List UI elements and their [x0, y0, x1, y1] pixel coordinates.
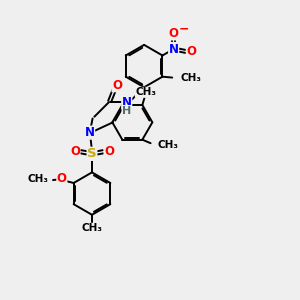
Text: O: O [104, 145, 114, 158]
Text: N: N [85, 126, 94, 139]
Text: CH₃: CH₃ [180, 73, 201, 83]
Text: CH₃: CH₃ [28, 174, 49, 184]
Text: N: N [169, 43, 179, 56]
Text: −: − [179, 23, 190, 36]
Text: H: H [122, 106, 131, 116]
Text: S: S [87, 147, 97, 160]
Text: O: O [70, 145, 80, 158]
Text: N: N [122, 96, 132, 109]
Text: CH₃: CH₃ [157, 140, 178, 150]
Text: O: O [57, 172, 67, 185]
Text: O: O [186, 45, 196, 58]
Text: CH₃: CH₃ [82, 223, 103, 233]
Text: O: O [169, 27, 179, 40]
Text: O: O [112, 79, 122, 92]
Text: CH₃: CH₃ [135, 87, 156, 97]
